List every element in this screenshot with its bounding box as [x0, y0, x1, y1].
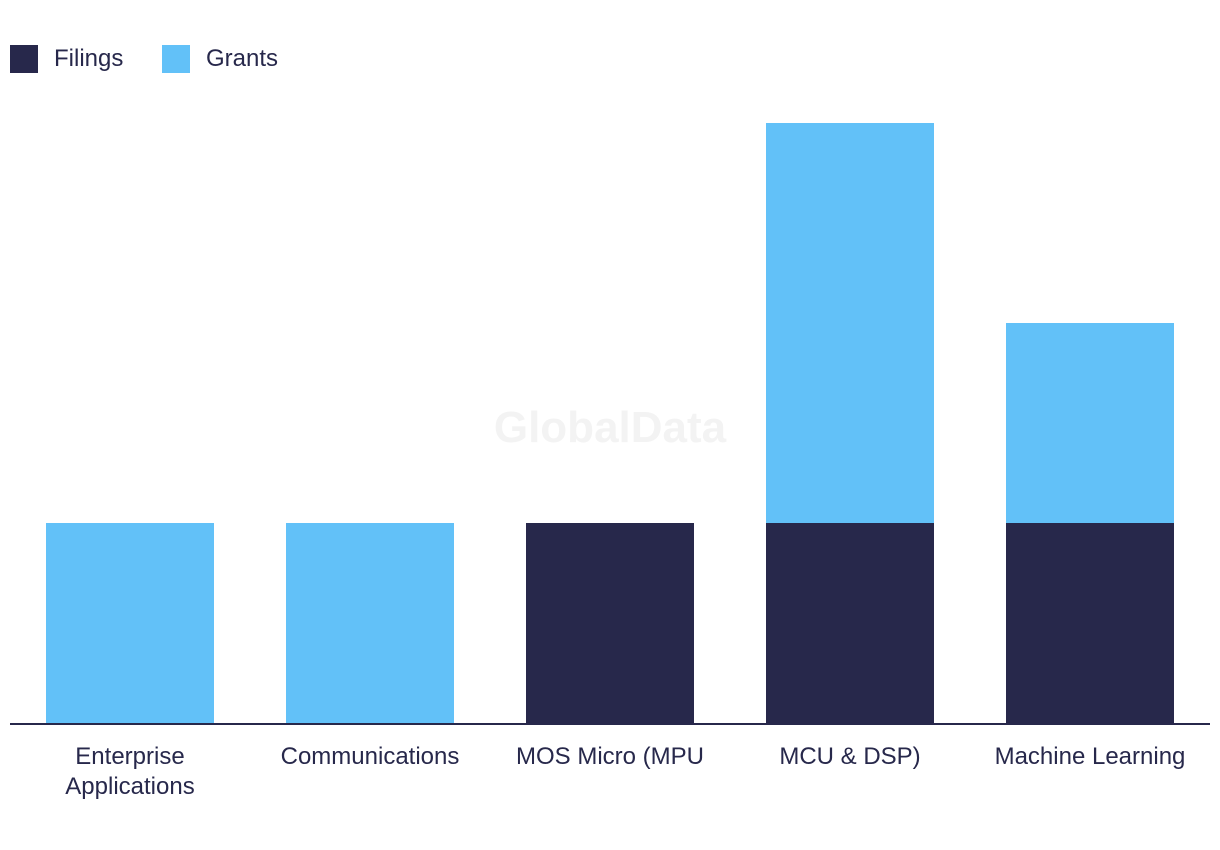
x-tick-label-1: Communications	[281, 743, 460, 770]
legend-label-grants: Grants	[206, 45, 278, 72]
x-tick-label-line: Enterprise	[75, 743, 184, 770]
bar-grants-0	[46, 523, 214, 723]
legend-swatch-grants	[162, 45, 190, 73]
bar-grants-4	[1006, 323, 1174, 523]
legend-label-filings: Filings	[54, 45, 123, 72]
bar-filings-2	[526, 523, 694, 723]
bar-grants-1	[286, 523, 454, 723]
x-tick-label-line: Machine Learning	[995, 743, 1186, 770]
x-tick-label-2: MOS Micro (MPU	[516, 743, 704, 770]
x-tick-labels: Enterprise Applications Communications MOS …	[65, 743, 1185, 800]
x-tick-label-4: Machine Learning	[995, 743, 1186, 770]
x-tick-label-0: Enterprise Applications	[65, 743, 194, 800]
x-tick-label-3: MCU & DSP)	[779, 743, 920, 770]
legend-swatch-filings	[10, 45, 38, 73]
bar-filings-3	[766, 523, 934, 723]
bar-grants-3	[766, 123, 934, 523]
x-tick-label-line: Applications	[65, 773, 194, 800]
bars	[46, 123, 1174, 723]
bar-filings-4	[1006, 523, 1174, 723]
x-tick-label-line: MOS Micro (MPU	[516, 743, 704, 770]
watermark: GlobalData	[494, 403, 727, 452]
x-tick-label-line: Communications	[281, 743, 460, 770]
legend: Filings Grants	[10, 45, 278, 73]
x-tick-label-line: MCU & DSP)	[779, 743, 920, 770]
